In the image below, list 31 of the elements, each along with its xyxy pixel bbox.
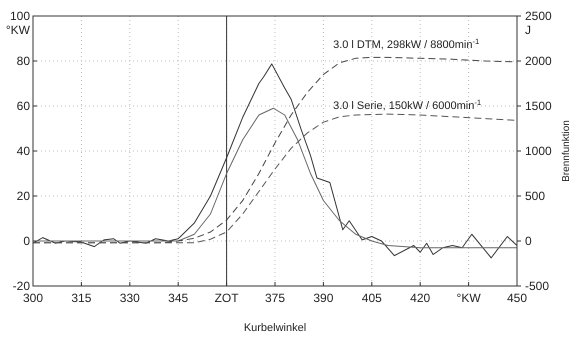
x-tick-label: 450 — [506, 291, 528, 305]
y-axis-title: °KW — [6, 23, 31, 37]
y2-axis-title: Brennfunktion — [561, 120, 572, 182]
y-tick-label: 100 — [10, 9, 30, 23]
y2-tick-label: -500 — [525, 279, 550, 293]
x-tick-label: 300 — [22, 291, 44, 305]
y-tick-label: 60 — [16, 99, 30, 113]
y2-tick-label: 2500 — [525, 9, 552, 23]
x-tick-label: 315 — [71, 291, 92, 305]
annotation: 3.0 l DTM, 298kW / 8800min$^{-1}$ — [333, 36, 480, 51]
y2-tick-label: 1000 — [525, 144, 552, 158]
y-tick-label: -20 — [12, 279, 30, 293]
x-tick-label: ZOT — [214, 291, 240, 305]
x-tick-label: 375 — [264, 291, 286, 305]
y-tick-label: 40 — [16, 144, 30, 158]
annotation: 3.0 l Serie, 150kW / 6000min$^{-1}$ — [333, 98, 482, 112]
y2-tick-label: 1500 — [525, 99, 552, 113]
x-tick-label: 330 — [120, 291, 140, 305]
y-tick-label: 20 — [16, 189, 30, 203]
x-tick-label: 420 — [410, 291, 431, 305]
x-tick-label: 405 — [362, 291, 382, 305]
y2-tick-label: 500 — [525, 189, 546, 203]
x-tick-label: 345 — [168, 291, 189, 305]
y-tick-label: 0 — [23, 234, 30, 248]
x-tick-label: 390 — [313, 291, 334, 305]
y-tick-label: 80 — [16, 54, 30, 68]
x-axis-title: Kurbelwinkel — [244, 322, 306, 334]
x-tick-label: °KW — [456, 291, 482, 305]
y2-tick-label: 2000 — [525, 54, 552, 68]
text: J — [525, 23, 531, 37]
y2-tick-label: 0 — [525, 234, 532, 248]
